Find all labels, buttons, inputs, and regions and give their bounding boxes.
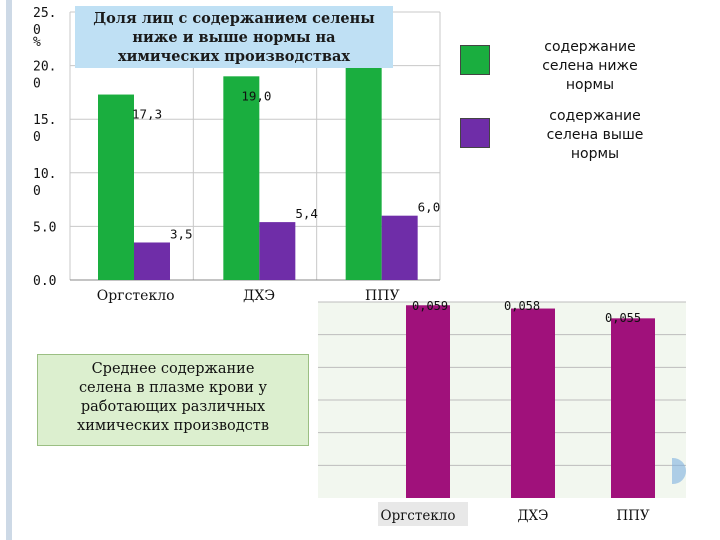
chart2-category-label-2: ППУ	[616, 508, 650, 524]
title-line-2: ниже и выше нормы на	[132, 29, 336, 46]
bar-below-0	[98, 94, 134, 280]
chart2-data-label-2: 0,055	[605, 311, 641, 325]
chart2-bar-2	[611, 318, 655, 498]
chart2-category-label-0: Оргстекло	[381, 508, 456, 524]
legend-label-above: содержание селена выше нормы	[530, 107, 660, 164]
y-tick-label: 20.	[33, 60, 56, 75]
y-tick-label: 0.0	[33, 274, 56, 289]
decorative-orb	[672, 458, 686, 484]
legend-above-line-2: селена выше	[546, 127, 644, 143]
y-tick-label: 25.	[33, 6, 56, 21]
bar-above-1	[259, 222, 296, 280]
y-tick-label: 0	[33, 184, 41, 199]
data-label-above-2: 6,0	[418, 200, 441, 215]
chart2-data-label-0: 0,059	[412, 299, 448, 313]
subtitle-line-3: работающих различных	[80, 399, 266, 415]
legend-swatch-above	[460, 118, 490, 148]
chart2-category-label-1: ДХЭ	[518, 508, 549, 524]
data-label-below-1: 19,0	[241, 88, 271, 103]
bar-above-2	[381, 215, 418, 280]
category-label-1: ДХЭ	[243, 288, 275, 304]
chart2-data-label-1: 0,058	[504, 299, 540, 313]
y-tick-label: 0	[33, 77, 41, 92]
chart2-title: Среднее содержание селена в плазме крови…	[37, 354, 309, 446]
legend-above-line-3: нормы	[570, 146, 620, 162]
chart2-bar-0	[406, 305, 450, 498]
title-line-3: химических производствах	[117, 48, 351, 65]
subtitle-line-4: химических производств	[77, 418, 269, 434]
legend-label-below: содержание селена ниже нормы	[525, 38, 655, 95]
legend-below-line-1: содержание	[544, 39, 636, 55]
page-frame	[6, 0, 712, 540]
subtitle-line-2: селена в плазме крови у	[78, 380, 268, 396]
data-label-below-0: 17,3	[132, 107, 162, 122]
legend-below-line-3: нормы	[565, 77, 615, 93]
chart2-bar-1	[511, 308, 555, 498]
y-tick-label: 10.	[33, 167, 56, 182]
y-tick-label: 0	[33, 23, 41, 38]
bar-below-1	[223, 76, 260, 280]
legend-above-line-1: содержание	[549, 108, 641, 124]
y-tick-label: 0	[33, 130, 41, 145]
data-label-above-1: 5,4	[295, 206, 318, 221]
subtitle-line-1: Среднее содержание	[91, 361, 255, 377]
y-tick-label: 15.	[33, 113, 56, 128]
chart-title: Доля лиц с содержанием селены ниже и выш…	[75, 6, 393, 68]
legend-swatch-below	[460, 45, 490, 75]
title-line-1: Доля лиц с содержанием селены	[93, 10, 375, 27]
y-unit-label: %	[33, 35, 41, 50]
chart2-first-category-bg	[378, 502, 468, 526]
data-label-above-0: 3,5	[170, 226, 193, 241]
category-label-0: Оргстекло	[97, 288, 175, 304]
y-tick-label: 5.0	[33, 220, 56, 235]
category-label-2: ППУ	[365, 288, 400, 304]
bar-above-0	[134, 242, 170, 280]
legend-below-line-2: селена ниже	[542, 58, 638, 74]
